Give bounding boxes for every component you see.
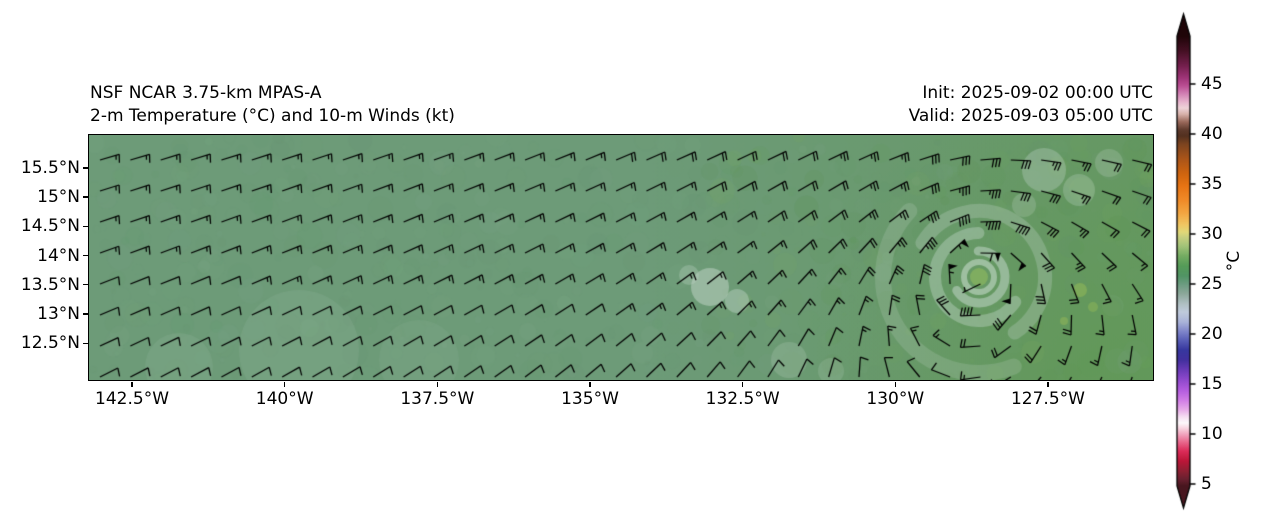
y-tick-mark — [82, 254, 88, 257]
title-field-line: 2-m Temperature (°C) and 10-m Winds (kt) — [90, 106, 455, 126]
y-tick-label: 13°N — [37, 304, 80, 324]
x-tick-mark — [1047, 381, 1049, 387]
x-tick-mark — [894, 381, 896, 387]
y-tick-label: 14°N — [37, 245, 80, 266]
colorbar-tick-label: 30 — [1201, 224, 1223, 244]
colorbar-tick-label: 45 — [1201, 74, 1223, 94]
colorbar-tick-label: 15 — [1201, 374, 1223, 394]
y-tick-mark — [82, 342, 88, 344]
x-tick-mark — [436, 381, 439, 387]
x-tick-mark — [741, 381, 744, 387]
x-tick-label: 142.5°W — [95, 389, 170, 409]
valid-time-label: Valid: 2025-09-03 05:00 UTC — [908, 106, 1153, 126]
colorbar-tick-label: 25 — [1201, 274, 1223, 294]
colorbar-tick-label: 40 — [1201, 124, 1223, 144]
y-tick-label: 15.5°N — [20, 157, 80, 178]
x-tick-label: 132.5°W — [705, 389, 780, 409]
colorbar-tick-label: 20 — [1201, 324, 1223, 344]
x-tick-label: 137.5°W — [400, 389, 475, 409]
y-tick-label: 13.5°N — [20, 274, 80, 295]
y-tick-mark — [82, 313, 88, 315]
y-tick-label: 15°N — [37, 187, 80, 208]
y-tick-mark — [82, 167, 88, 169]
init-time-label: Init: 2025-09-02 00:00 UTC — [922, 83, 1153, 103]
x-tick-mark — [284, 381, 286, 387]
x-tick-label: 140°W — [255, 389, 314, 409]
map-canvas — [88, 134, 1154, 381]
colorbar-tick-label: 10 — [1201, 424, 1223, 444]
colorbar-tick-label: 35 — [1201, 174, 1223, 194]
x-tick-mark — [131, 381, 133, 387]
y-tick-label: 14.5°N — [20, 216, 80, 237]
y-tick-mark — [82, 225, 88, 228]
colorbar-tick-label: 5 — [1201, 474, 1212, 494]
x-tick-label: 127.5°W — [1010, 389, 1085, 409]
x-tick-label: 135°W — [561, 389, 619, 409]
y-tick-label: 12.5°N — [20, 333, 80, 354]
y-tick-mark — [82, 196, 88, 198]
colorbar-unit-label: °C — [1224, 250, 1245, 272]
y-tick-mark — [82, 284, 88, 286]
colorbar — [1168, 0, 1214, 520]
x-tick-mark — [589, 381, 591, 387]
title-model-line: NSF NCAR 3.75-km MPAS-A — [90, 83, 322, 103]
x-tick-label: 130°W — [866, 389, 925, 409]
